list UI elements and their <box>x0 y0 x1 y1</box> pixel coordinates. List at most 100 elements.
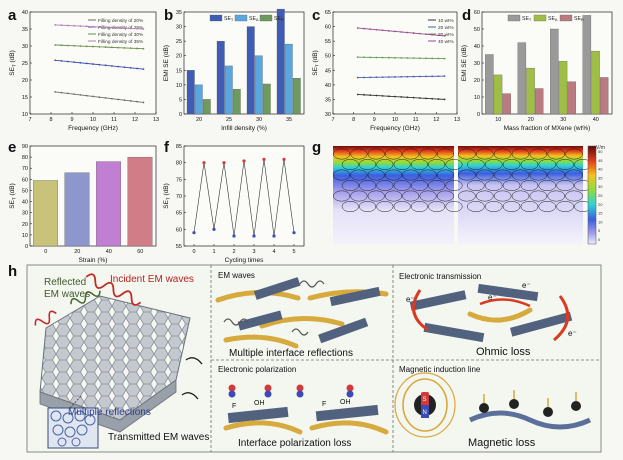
x-tick-label: 10 <box>90 117 96 123</box>
legend-swatch <box>507 14 521 22</box>
series-marker <box>212 227 216 231</box>
series-marker <box>54 24 57 26</box>
y-tick-label: 40 <box>474 44 480 50</box>
series-marker <box>98 45 101 48</box>
series-marker <box>394 76 396 78</box>
series-marker <box>85 62 88 65</box>
series-marker <box>363 56 365 59</box>
bar <box>526 67 535 115</box>
pore-outline <box>410 159 428 170</box>
y-tick-label: 30 <box>22 44 28 50</box>
x-axis-label: Infill density (%) <box>221 125 267 132</box>
pore-outline <box>384 169 403 181</box>
series-marker <box>98 26 101 28</box>
legend-label: SET <box>522 16 532 22</box>
bar <box>284 43 293 115</box>
pore-outline <box>410 201 428 212</box>
series-marker <box>387 76 390 78</box>
y-tick-label: 70 <box>176 194 182 200</box>
panel-label-c: c <box>312 7 320 24</box>
x-axis-label: Frequency (GHz) <box>370 125 420 132</box>
bar <box>292 78 301 115</box>
chart-c-mass-fraction-lines: 30 35 40 45 50 55 60 65 Frequency (GHz) SET (dB) 7… <box>312 10 460 132</box>
pore-outline <box>350 169 368 181</box>
chem-oh-label: OH <box>254 400 265 407</box>
series-marker <box>142 28 145 30</box>
y-tick-label: 10 <box>474 95 480 101</box>
series-marker <box>431 33 434 36</box>
pore-outline <box>565 169 583 181</box>
series-marker <box>98 96 101 99</box>
chem-f-label: F <box>322 401 326 408</box>
series-marker <box>66 92 69 95</box>
series-marker <box>104 46 107 49</box>
series-marker <box>369 56 372 59</box>
pore-outline <box>458 190 476 202</box>
y-tick-label: 20 <box>474 78 480 84</box>
series-marker <box>117 26 120 29</box>
series-marker <box>123 66 126 69</box>
pore-outline <box>376 159 394 170</box>
series-marker <box>425 33 427 36</box>
label-multiple-reflections: Multiple reflections <box>68 407 151 418</box>
series-marker <box>387 29 390 32</box>
y-axis-label: SET (dB) <box>9 183 17 209</box>
pore-outline <box>556 180 574 191</box>
legend-label: SER <box>274 16 284 22</box>
pore-outline <box>520 201 539 212</box>
y-tick-label: 0 <box>477 112 480 118</box>
y-tick-label: 85 <box>176 144 182 150</box>
panel-label-g: g <box>312 139 321 156</box>
y-tick-label: 35 <box>176 10 182 16</box>
series-marker <box>431 57 434 60</box>
pore-outline <box>484 159 503 170</box>
series-marker <box>129 66 132 69</box>
pore-outline <box>475 148 494 160</box>
panel-label-h: h <box>8 263 17 280</box>
y-tick-label: 40 <box>22 10 28 16</box>
y-tick-label: 40 <box>22 200 28 206</box>
series-marker <box>406 75 409 78</box>
electron-label: e⁻ <box>568 329 577 338</box>
chem-f-label: F <box>232 403 236 410</box>
bar <box>232 89 241 115</box>
y-axis-label: SET (dB) <box>312 50 320 76</box>
series-marker <box>123 99 126 102</box>
series-marker <box>272 234 276 238</box>
bar <box>64 172 90 247</box>
pore-outline <box>445 180 463 191</box>
series-marker <box>104 64 107 67</box>
series-marker <box>437 75 440 78</box>
bar <box>224 65 233 115</box>
pore-outline <box>359 159 377 170</box>
series-marker <box>363 93 365 96</box>
series-marker <box>117 46 120 49</box>
y-axis-label: EMI SE (dB) <box>461 45 468 81</box>
series-marker <box>222 161 226 165</box>
pore-outline <box>538 159 557 170</box>
bar <box>216 40 225 115</box>
x-axis-label: Frequency (GHz) <box>68 125 118 132</box>
y-tick-label: 25 <box>22 61 28 67</box>
series-marker <box>443 34 446 37</box>
box-title-magnetic-induction-line: Magnetic induction line <box>399 365 481 374</box>
bar <box>254 55 263 115</box>
incident-wave <box>85 273 142 306</box>
x-axis-label: Cycling times <box>225 257 264 264</box>
magnet-s-label: S <box>423 397 427 403</box>
series-marker <box>54 44 57 46</box>
y-tick-label: 50 <box>22 188 28 194</box>
y-tick-label: 30 <box>22 211 28 217</box>
x-tick-label: 20 <box>528 117 534 123</box>
legend-label: 40 wt% <box>438 39 454 45</box>
colorbar-unit: V/m <box>596 145 605 151</box>
colorbar-tick-label: 45 <box>598 158 603 163</box>
series-marker <box>242 159 246 163</box>
series-marker <box>425 75 427 78</box>
legend-label: 20 wt% <box>438 25 454 31</box>
series-marker <box>73 61 75 64</box>
colorbar-tick-label: 30 <box>598 184 603 189</box>
pore-outline <box>445 159 463 170</box>
series-marker <box>136 27 139 30</box>
series-marker <box>92 95 94 98</box>
